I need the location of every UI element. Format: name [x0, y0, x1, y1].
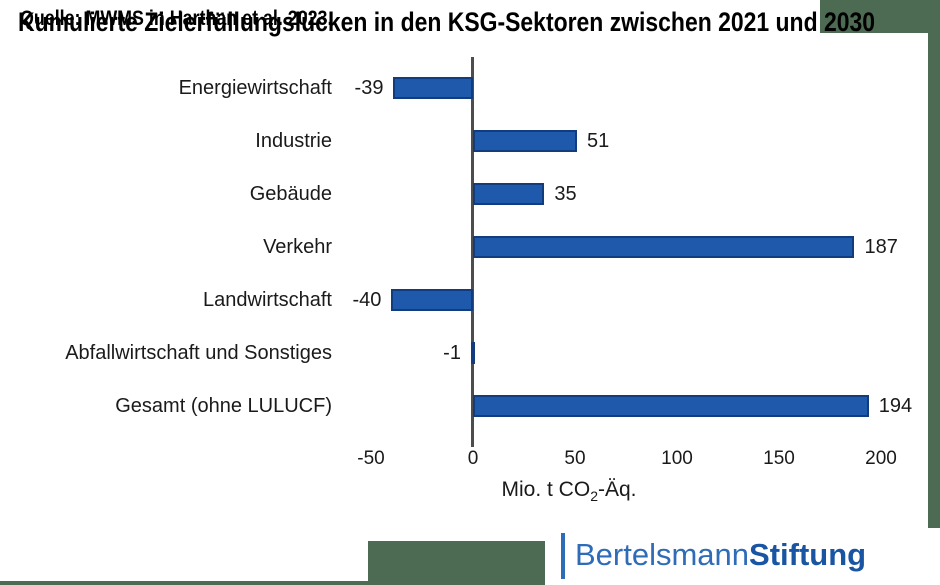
value-label: 35: [554, 183, 577, 205]
logo-brand: Bertelsmann: [575, 537, 750, 572]
x-tick-label: 150: [763, 448, 795, 469]
x-axis-title: Mio. t CO2-Äq.: [457, 478, 681, 504]
zero-axis-line: [471, 57, 474, 447]
source-attribution: Quelle: MWMS in Harthan et al. 2023.: [20, 7, 333, 30]
logo-text: BertelsmannStiftung: [575, 537, 866, 573]
category-label: Abfallwirtschaft und Sonstiges: [65, 342, 332, 364]
title-background-box: [0, 0, 820, 46]
x-tick-label: 100: [661, 448, 693, 469]
bar: [391, 289, 473, 311]
value-label: -39: [354, 77, 384, 99]
value-label: -40: [352, 289, 382, 311]
x-axis-title-pre: Mio. t CO: [501, 478, 591, 501]
category-label: Gebäude: [249, 183, 332, 205]
value-label: 187: [864, 236, 898, 258]
bar: [473, 395, 869, 417]
category-label: Landwirtschaft: [203, 289, 332, 311]
bar: [473, 183, 545, 205]
page-title: Kumulierte Zielerfüllungslücken in den K…: [18, 7, 876, 37]
bar: [473, 130, 578, 152]
x-tick-label: -50: [357, 448, 385, 469]
x-tick-label: 50: [564, 448, 586, 469]
category-label: Verkehr: [263, 236, 332, 258]
value-label: 194: [878, 395, 913, 417]
chart-card: [0, 33, 928, 541]
x-tick-label: 200: [865, 448, 897, 469]
value-label: 51: [587, 130, 610, 152]
x-axis-title-post: -Äq.: [597, 478, 637, 501]
source-background-box: [0, 541, 368, 581]
x-axis-title-sub: 2: [590, 488, 598, 505]
logo-vertical-bar-icon: [561, 533, 565, 579]
logo-box: BertelsmannStiftung: [545, 528, 940, 585]
bar: [393, 77, 473, 99]
bar: [473, 236, 855, 258]
x-tick-label: 0: [467, 448, 479, 469]
logo-brand-bold: Stiftung: [749, 537, 867, 572]
value-label: -1: [443, 342, 461, 364]
bar: [470, 342, 475, 364]
category-label: Gesamt (ohne LULUCF): [115, 395, 332, 417]
category-label: Energiewirtschaft: [178, 77, 332, 99]
category-label: Industrie: [255, 130, 332, 152]
